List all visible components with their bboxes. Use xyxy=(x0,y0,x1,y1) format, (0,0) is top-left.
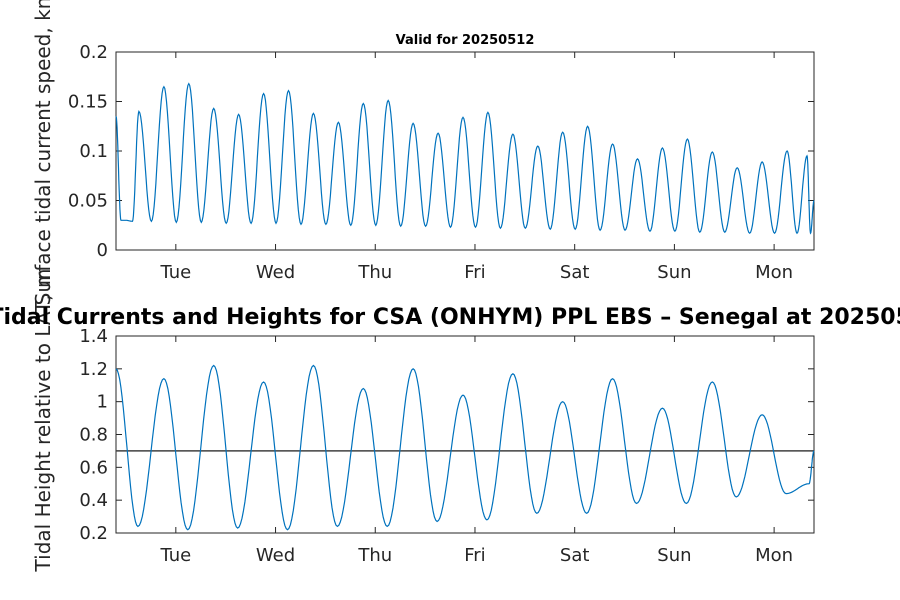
current-speed-xtick-label: Thu xyxy=(357,262,392,283)
tidal-height-xtick-label: Tue xyxy=(159,545,191,566)
tidal-height-ytick-label: 0.8 xyxy=(79,425,108,446)
main-title: Tidal Currents and Heights for CSA (ONHY… xyxy=(0,305,900,330)
current-speed-yticks: 0 0.05 0.1 0.15 0.2 xyxy=(68,42,814,261)
current-speed-ylabel: Surface tidal current speed, kn xyxy=(31,0,55,305)
current-speed-xticks: Tue Wed Thu Fri Sat Sun Mon xyxy=(159,52,793,283)
tidal-height-xtick-label: Mon xyxy=(755,545,793,566)
current-speed-ytick-label: 0.1 xyxy=(79,141,108,162)
tidal-height-ytick-label: 0.2 xyxy=(79,523,108,544)
tidal-height-ylabel: Tidal Height relative to LAT, m xyxy=(31,269,55,573)
tidal-height-xtick-label: Wed xyxy=(256,545,295,566)
current-speed-axes: Valid for 20250512 Surface tidal current… xyxy=(31,0,815,305)
current-speed-xtick-label: Sun xyxy=(657,262,691,283)
current-speed-ytick-label: 0.15 xyxy=(68,92,108,113)
current-speed-ytick-label: 0.2 xyxy=(79,42,108,63)
tidal-height-plot-area xyxy=(115,335,815,534)
current-speed-series xyxy=(115,82,815,235)
tidal-height-ytick-label: 0.6 xyxy=(79,457,108,478)
current-speed-xtick-label: Fri xyxy=(464,262,485,283)
tidal-height-xtick-label: Sat xyxy=(560,545,590,566)
current-speed-xtick-label: Mon xyxy=(755,262,793,283)
current-speed-title: Valid for 20250512 xyxy=(396,33,535,48)
current-speed-xtick-label: Wed xyxy=(256,262,295,283)
tidal-height-yticks: 0.2 0.4 0.6 0.8 1 1.2 1.4 xyxy=(79,326,814,544)
current-speed-plot-area xyxy=(115,51,815,251)
tidal-height-ytick-label: 1.4 xyxy=(79,326,108,347)
current-speed-ytick-label: 0.05 xyxy=(68,191,108,212)
tidal-height-ytick-label: 1.2 xyxy=(79,359,108,380)
tidal-height-xtick-label: Sun xyxy=(657,545,691,566)
current-speed-xtick-label: Tue xyxy=(159,262,191,283)
tidal-height-xtick-label: Fri xyxy=(464,545,485,566)
tidal-height-xticks: Tue Wed Thu Fri Sat Sun Mon xyxy=(159,336,793,566)
tidal-height-axes: 0.2 0.4 0.6 0.8 1 1.2 1.4 Tue Wed Thu Fri Sat Sun Mo… xyxy=(31,269,815,573)
tidal-height-series-line xyxy=(115,364,815,531)
current-speed-xtick-label: Sat xyxy=(560,262,590,283)
current-speed-ytick-label: 0 xyxy=(97,240,108,261)
tidal-height-ytick-label: 1 xyxy=(97,392,108,413)
current-speed-series-line xyxy=(115,82,815,235)
tidal-height-series xyxy=(115,364,815,531)
tidal-height-ytick-label: 0.4 xyxy=(79,490,108,511)
tidal-height-xtick-label: Thu xyxy=(357,545,392,566)
